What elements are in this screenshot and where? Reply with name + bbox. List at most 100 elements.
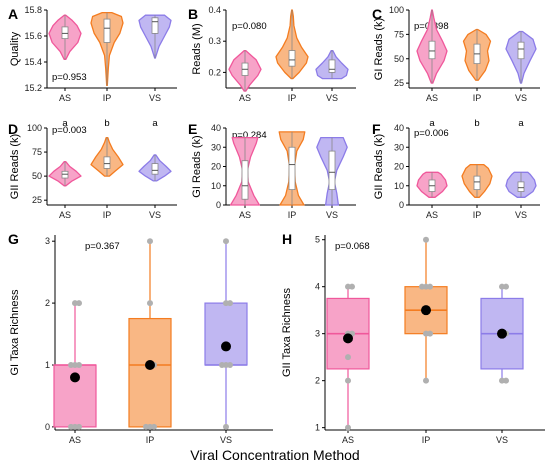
y-tick-label: 1 [45,360,50,370]
y-tick-label: 50 [394,54,404,64]
panel-a: 15.2 15.4 15.6 15.8 AS IP VS Quality Ap=0.953 [8,5,177,103]
data-point [419,283,425,290]
violin-inner-box [151,163,159,175]
panel-letter: G [8,231,19,247]
x-tick-label: AS [426,210,438,220]
y-tick-label: 100 [389,5,404,15]
significance-letter: b [474,118,479,129]
panel-letter: D [8,121,18,137]
y-tick-label: 15.2 [24,83,42,93]
mean-marker [145,360,155,370]
data-point [345,424,351,431]
panel-letter: H [282,231,292,247]
violin-inner-box [517,41,525,60]
data-point [147,238,153,245]
box-vs [204,302,248,366]
data-point [76,300,82,307]
y-tick-label: 0.3 [208,36,221,46]
y-tick-label: 50 [32,171,42,181]
mean-marker [421,305,431,316]
data-point [423,236,429,243]
significance-letter: b [104,118,109,129]
data-point [503,283,509,290]
x-tick-label: VS [220,435,232,445]
y-tick-label: 10 [211,181,221,191]
y-tick-label: 20 [211,162,221,172]
y-tick-label: 0 [216,200,221,210]
violin-inner-box [288,50,296,67]
y-tick-label: 0.2 [208,67,221,77]
data-point [147,300,153,307]
p-value-annotation: p=0.367 [85,241,120,252]
x-tick-label: VS [149,210,161,220]
x-tick-label: IP [473,210,482,220]
y-tick-label: 75 [394,29,404,39]
x-tick-label: IP [288,210,297,220]
violin-inner-box [61,26,69,39]
p-value-annotation: p=0.284 [232,130,267,141]
y-tick-label: 3 [45,236,50,246]
y-axis-title: GI Taxa Richness [9,289,21,376]
p-value-annotation: p=0.003 [52,125,87,136]
data-point [345,377,351,384]
y-tick-label: 0.4 [208,5,221,15]
mean-marker [70,372,80,383]
data-point [423,377,429,384]
y-tick-label: 5 [315,235,320,245]
panel-letter: B [188,6,198,22]
y-axis-title: Quality [9,31,21,66]
y-tick-label: 0 [45,422,50,432]
x-tick-label: VS [496,435,508,445]
x-tick-label: VS [149,93,161,103]
y-tick-label: 25 [394,78,404,88]
x-tick-label: IP [103,210,112,220]
data-point [427,283,433,290]
data-point [143,423,149,430]
mean-marker [221,341,231,352]
y-tick-label: 100 [27,123,42,133]
x-tick-label: VS [515,93,527,103]
y-tick-label: 4 [315,282,320,292]
p-value-annotation: p=0.953 [52,72,87,83]
x-tick-label: VS [326,93,338,103]
mean-marker [343,333,353,344]
panel-g: 0 1 2 3 AS IP VS GI Taxa Richness G p=0.367 [8,231,273,445]
y-axis-title: GII Reads (k) [9,134,21,199]
data-point [68,362,74,368]
y-tick-label: 30 [211,142,221,152]
box-ip [128,317,172,428]
data-point [345,354,351,361]
data-point [68,423,74,430]
y-axis-title: Reads (M) [191,23,203,74]
y-tick-label: 25 [32,195,42,205]
y-axis-title: GII Reads (k) [373,134,385,199]
y-tick-label: 3 [315,329,320,339]
x-tick-label: AS [59,210,71,220]
violin-inner-box [328,59,336,73]
data-point [349,283,355,290]
data-point [219,362,225,368]
data-point [427,330,433,337]
y-tick-label: 75 [32,147,42,157]
data-point [151,423,157,430]
p-value-annotation: p=0.068 [335,241,370,252]
violin-inner-box [151,17,159,34]
y-tick-label: 1 [315,423,320,433]
y-tick-label: 30 [394,142,404,152]
panel-b: 0.2 0.3 0.4 AS IP VS Reads (M)Bp=0.080 [188,5,356,103]
data-point [503,377,509,384]
x-tick-label: AS [239,210,251,220]
panel-e: 0 10 20 30 40 AS IP VS GI Reads (k)E p=0.284 [188,121,356,220]
x-tick-label: IP [288,93,297,103]
data-point [76,423,82,430]
panel-letter: F [372,121,381,137]
panel-letter: A [8,6,18,22]
panel-letter: E [188,121,197,137]
significance-letter: a [152,118,158,129]
panel-letter: C [372,6,382,22]
data-point [223,423,229,430]
x-tick-label: IP [473,93,482,103]
